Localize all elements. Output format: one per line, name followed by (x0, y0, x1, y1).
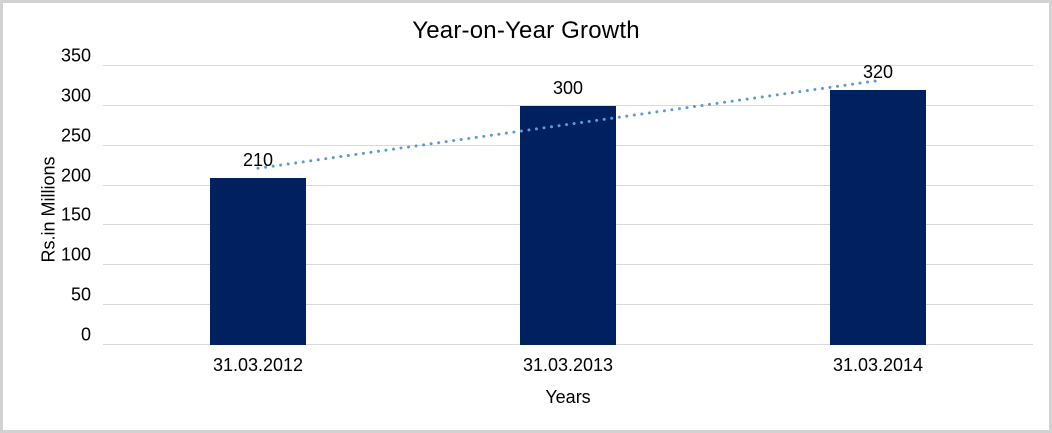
y-axis-ticks: 0 50 100 150 200 250 300 350 (3, 46, 91, 345)
y-tick-label: 150 (60, 204, 91, 225)
bar-31.03.2013 (520, 105, 616, 345)
gridline (103, 65, 1033, 66)
bar-31.03.2012 (210, 177, 306, 345)
data-label: 320 (862, 61, 894, 82)
data-label: 300 (552, 77, 584, 98)
y-tick-label: 300 (60, 85, 91, 106)
x-axis-ticks: 31.03.2012 31.03.2013 31.03.2014 (103, 355, 1033, 376)
x-tick-label: 31.03.2014 (832, 355, 924, 375)
plot-area: 210 300 320 (103, 62, 1033, 345)
y-tick-label: 200 (60, 165, 91, 186)
x-tick-label: 31.03.2013 (522, 355, 614, 375)
y-tick-label: 50 (70, 284, 91, 305)
y-tick-label: 100 (60, 244, 91, 265)
y-tick-label: 250 (60, 125, 91, 146)
gridline (103, 104, 1033, 106)
chart-title: Year-on-Year Growth (412, 17, 640, 44)
y-tick-label: 0 (80, 324, 91, 345)
data-label: 210 (242, 149, 274, 170)
x-axis-title: Years (545, 387, 591, 407)
bar-31.03.2014 (830, 89, 926, 345)
trendline (256, 79, 880, 170)
y-tick-label: 350 (60, 45, 91, 66)
x-tick-label: 31.03.2012 (212, 355, 304, 375)
